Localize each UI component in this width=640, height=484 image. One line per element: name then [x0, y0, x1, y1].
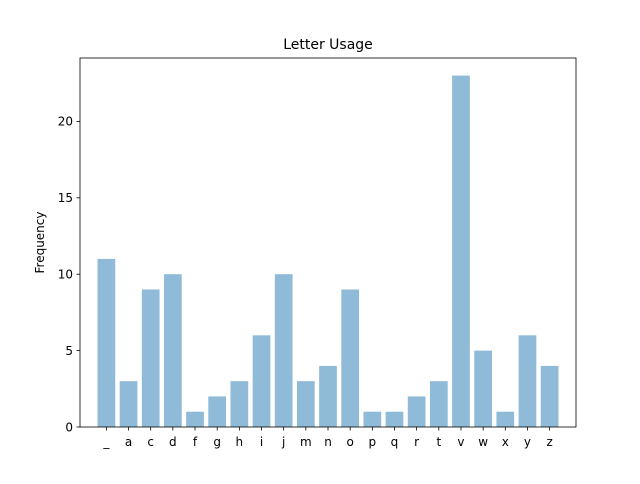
y-axis-label: Frequency	[33, 212, 47, 274]
x-tick-label: x	[502, 435, 509, 449]
bar-n	[319, 365, 337, 427]
x-tick-label: j	[281, 435, 285, 449]
bar-q	[385, 411, 404, 427]
bar-y	[518, 335, 537, 427]
bars-layer	[97, 75, 559, 427]
bar-d	[164, 274, 182, 427]
x-tick-label: t	[436, 435, 441, 449]
bar-i	[252, 335, 271, 427]
chart-title: Letter Usage	[283, 37, 373, 53]
x-tick-label: n	[324, 435, 332, 449]
y-tick-label: 15	[58, 191, 73, 205]
x-tick-label: y	[524, 435, 531, 449]
bar-_	[97, 258, 116, 427]
bar-h	[230, 381, 249, 427]
bar-c	[141, 289, 160, 427]
x-tick-label: a	[125, 435, 132, 449]
y-tick-label: 0	[65, 420, 73, 434]
bar-p	[363, 411, 382, 427]
y-ticks-layer: 0 5 10 15 20	[58, 115, 80, 434]
x-tick-label: q	[391, 435, 399, 449]
y-tick-label: 5	[65, 344, 73, 358]
bar-o	[341, 289, 360, 427]
x-tick-label: o	[346, 435, 353, 449]
bar-x	[496, 411, 515, 427]
bar-g	[208, 396, 227, 427]
x-tick-label: g	[213, 435, 221, 449]
bar-r	[407, 396, 426, 427]
x-tick-label: i	[260, 435, 263, 449]
x-tick-label: m	[300, 435, 312, 449]
x-tick-label: p	[369, 435, 377, 449]
bar-f	[186, 411, 204, 427]
bar-j	[274, 274, 293, 427]
x-tick-label: r	[414, 435, 419, 449]
y-tick-label: 20	[58, 115, 73, 129]
x-tick-label: w	[478, 435, 488, 449]
x-tick-label: h	[236, 435, 244, 449]
bar-t	[429, 381, 448, 427]
bar-a	[119, 381, 138, 427]
x-ticks-layer: _ a c d f g h i j m n o p q r t v w x y z	[102, 427, 553, 449]
x-tick-label: d	[169, 435, 177, 449]
y-tick-label: 10	[58, 268, 73, 282]
x-tick-label: z	[546, 435, 552, 449]
x-tick-label: v	[457, 435, 464, 449]
x-tick-label: c	[147, 435, 154, 449]
x-tick-label: _	[102, 435, 110, 449]
bar-v	[452, 75, 470, 427]
x-tick-label: f	[193, 435, 198, 449]
bar-w	[474, 350, 492, 427]
plot-frame	[79, 57, 577, 428]
bar-m	[296, 381, 315, 427]
bar-z	[540, 365, 559, 427]
